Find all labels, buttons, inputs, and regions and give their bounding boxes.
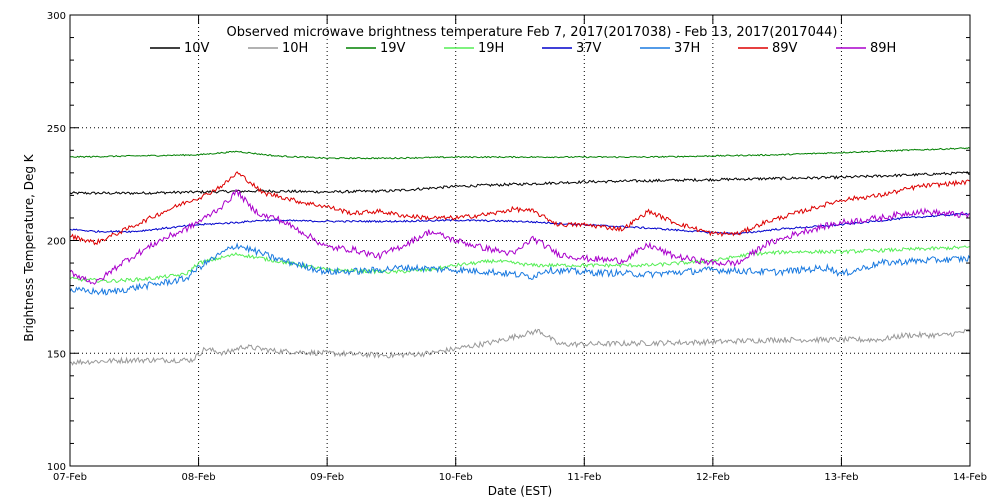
- legend-label-10v: 10V: [184, 41, 210, 56]
- legend-label-19v: 19V: [380, 41, 406, 56]
- series-line-19v: [70, 147, 971, 160]
- y-tick-label: 100: [47, 462, 66, 473]
- legend-label-10h: 10H: [282, 41, 308, 56]
- legend-label-89v: 89V: [772, 41, 798, 56]
- y-tick-label: 150: [47, 349, 66, 360]
- x-tick-label: 11-Feb: [567, 472, 601, 483]
- x-tick-label: 10-Feb: [439, 472, 473, 483]
- legend-label-89h: 89H: [870, 41, 896, 56]
- x-tick-label: 08-Feb: [182, 472, 216, 483]
- series-line-89h: [69, 189, 970, 285]
- series-line-89v: [69, 171, 971, 246]
- series-line-10v: [69, 171, 970, 195]
- y-tick-label: 300: [47, 11, 66, 22]
- x-tick-label: 13-Feb: [824, 472, 858, 483]
- y-tick-label: 250: [47, 124, 66, 135]
- legend-label-37v: 37V: [576, 41, 602, 56]
- series-lines: [69, 147, 971, 366]
- x-tick-label: 07-Feb: [53, 472, 87, 483]
- y-axis-label: Brightness Temperature, Deg K: [22, 153, 36, 341]
- series-line-10h: [69, 328, 971, 366]
- x-tick-label: 09-Feb: [310, 472, 344, 483]
- axis-ticks: 100 150 200 250 300 07-Feb 08-Feb 09-Feb 10-Feb 1…: [47, 11, 987, 483]
- chart-title: Observed microwave brightness temperatur…: [227, 25, 838, 40]
- y-tick-label: 200: [47, 237, 66, 248]
- series-line-19h: [69, 245, 971, 283]
- legend: 10V 10H 19V 19H 37V 37H 89V 89H: [150, 41, 896, 56]
- legend-label-19h: 19H: [478, 41, 504, 56]
- x-tick-label: 14-Feb: [953, 472, 987, 483]
- series-line-37h: [69, 242, 971, 296]
- legend-label-37h: 37H: [674, 41, 700, 56]
- x-axis-label: Date (EST): [488, 484, 552, 498]
- x-tick-label: 12-Feb: [696, 472, 730, 483]
